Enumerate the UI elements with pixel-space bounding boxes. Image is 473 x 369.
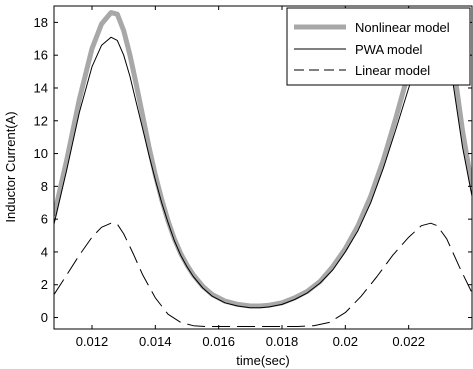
x-tick-label: 0.016 bbox=[202, 334, 235, 349]
y-tick-label: 4 bbox=[41, 244, 48, 259]
legend-label-linear: Linear model bbox=[355, 63, 430, 78]
x-tick-label: 0.02 bbox=[333, 334, 358, 349]
legend-label-pwa: PWA model bbox=[355, 42, 423, 57]
series-line-pwa-model bbox=[54, 36, 472, 309]
x-axis-label: time(sec) bbox=[236, 353, 289, 368]
x-tick-label: 0.012 bbox=[76, 334, 109, 349]
legend: Nonlinear model PWA model Linear model bbox=[286, 7, 471, 86]
y-tick-label: 12 bbox=[34, 113, 48, 128]
x-tick-label: 0.014 bbox=[139, 334, 172, 349]
legend-label-nonlinear: Nonlinear model bbox=[355, 20, 450, 35]
y-tick-label: 2 bbox=[41, 277, 48, 292]
x-tick-label: 0.018 bbox=[266, 334, 299, 349]
y-tick-label: 10 bbox=[34, 146, 48, 161]
y-tick-label: 6 bbox=[41, 212, 48, 227]
y-tick-label: 14 bbox=[34, 80, 48, 95]
y-axis-ticks: 0 2 4 6 8 10 12 14 16 18 bbox=[34, 15, 472, 325]
plot-frame bbox=[53, 5, 473, 330]
y-tick-label: 18 bbox=[34, 15, 48, 30]
y-tick-label: 16 bbox=[34, 48, 48, 63]
y-tick-label: 8 bbox=[41, 179, 48, 194]
legend-box bbox=[286, 7, 471, 86]
x-tick-label: 0.022 bbox=[392, 334, 425, 349]
series-line-linear-model bbox=[54, 222, 472, 327]
y-tick-label: 0 bbox=[41, 310, 48, 325]
y-axis-label: Inductor Current(A) bbox=[3, 111, 18, 222]
